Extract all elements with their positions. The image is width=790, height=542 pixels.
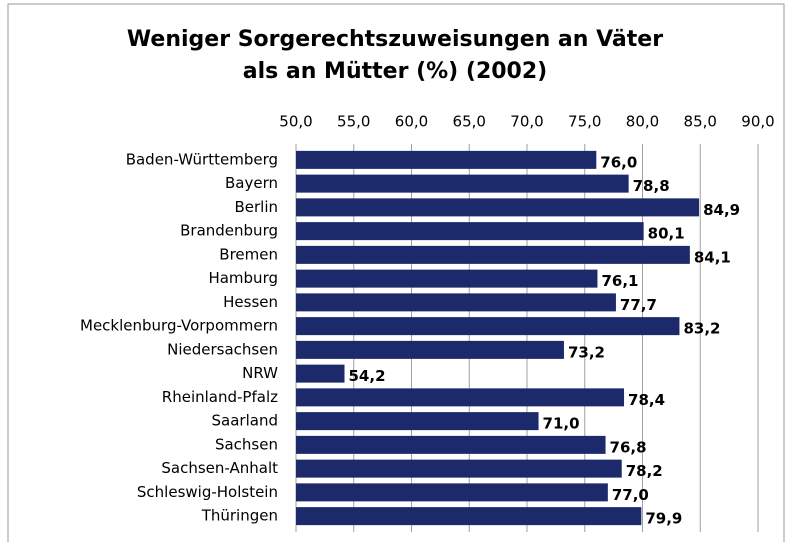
y-tick-label: Schleswig-Holstein	[137, 483, 278, 501]
data-label: 83,2	[683, 320, 720, 338]
x-tick-label: 55,0	[337, 113, 370, 131]
bar	[296, 293, 616, 312]
bar	[296, 245, 690, 264]
data-label: 76,0	[600, 153, 637, 171]
bar	[296, 150, 597, 169]
data-label: 71,0	[543, 415, 580, 433]
y-tick-label: Baden-Württemberg	[126, 150, 278, 168]
y-tick-label: NRW	[242, 364, 278, 382]
data-label: 78,8	[633, 177, 670, 195]
y-tick-label: Rheinland-Pfalz	[162, 388, 278, 406]
y-tick-label: Saarland	[212, 412, 278, 430]
y-tick-label: Bremen	[219, 245, 278, 263]
chart-title: Weniger Sorgerechtszuweisungen an Väter	[127, 27, 663, 52]
bar	[296, 507, 642, 526]
y-tick-label: Sachsen-Anhalt	[161, 459, 278, 477]
y-tick-label: Niedersachsen	[167, 340, 278, 358]
x-tick-label: 90,0	[741, 113, 774, 131]
y-tick-label: Mecklenburg-Vorpommern	[80, 317, 278, 335]
bar	[296, 222, 644, 241]
data-label: 78,2	[626, 462, 663, 480]
x-tick-label: 60,0	[395, 113, 428, 131]
data-label: 78,4	[628, 391, 665, 409]
y-tick-label: Brandenburg	[180, 222, 278, 240]
data-label: 54,2	[349, 367, 386, 385]
x-tick-label: 65,0	[453, 113, 486, 131]
bar	[296, 412, 539, 431]
x-tick-label: 80,0	[626, 113, 659, 131]
x-tick-label: 50,0	[279, 113, 312, 131]
bar	[296, 198, 700, 217]
data-label: 77,7	[620, 296, 657, 314]
chart-title: als an Mütter (%) (2002)	[243, 59, 547, 84]
bar	[296, 317, 680, 336]
data-label: 79,9	[645, 510, 682, 528]
y-tick-label: Sachsen	[215, 435, 278, 453]
bar	[296, 364, 345, 383]
y-tick-label: Thüringen	[201, 507, 278, 525]
y-tick-label: Berlin	[234, 198, 278, 216]
y-tick-label: Hessen	[223, 293, 278, 311]
data-label: 80,1	[648, 225, 685, 243]
bar	[296, 459, 622, 478]
bar	[296, 269, 598, 288]
x-tick-label: 70,0	[510, 113, 543, 131]
data-label: 84,9	[703, 201, 740, 219]
data-label: 84,1	[694, 248, 731, 266]
y-tick-label: Bayern	[225, 174, 278, 192]
x-tick-label: 75,0	[568, 113, 601, 131]
bar	[296, 388, 625, 407]
data-label: 73,2	[568, 343, 605, 361]
y-tick-label: Hamburg	[208, 269, 278, 287]
bar	[296, 483, 608, 502]
data-label: 76,8	[610, 438, 647, 456]
bar	[296, 435, 606, 454]
bar	[296, 174, 629, 193]
data-label: 76,1	[601, 272, 638, 290]
chart-frame	[7, 3, 785, 542]
bar	[296, 340, 564, 359]
x-tick-label: 85,0	[684, 113, 717, 131]
data-label: 77,0	[612, 486, 649, 504]
